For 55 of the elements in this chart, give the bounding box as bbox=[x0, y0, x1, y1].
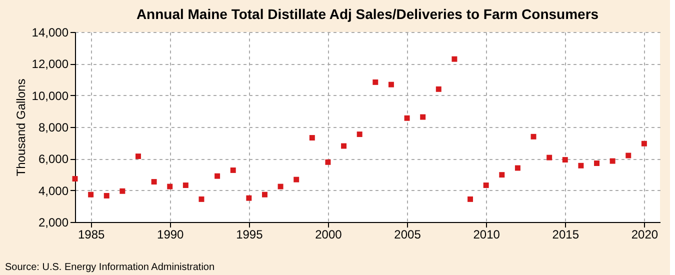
y-axis-title: Thousand Gallons bbox=[14, 78, 28, 176]
point bbox=[514, 165, 520, 171]
point bbox=[499, 172, 505, 178]
y-tick-label: 4,000 bbox=[38, 184, 69, 198]
x-tick-label: 2005 bbox=[394, 228, 422, 242]
source-note: Source: U.S. Energy Information Administration bbox=[5, 262, 215, 273]
point bbox=[230, 167, 236, 173]
point bbox=[151, 179, 157, 185]
chart-title: Annual Maine Total Distillate Adj Sales/Deliveries to Farm Consumers bbox=[136, 6, 599, 22]
point bbox=[104, 192, 110, 198]
point bbox=[356, 132, 362, 138]
point bbox=[262, 192, 268, 198]
y-tick-label: 6,000 bbox=[38, 152, 69, 166]
x-tick-label: 2010 bbox=[473, 228, 500, 242]
point bbox=[483, 182, 489, 188]
point bbox=[468, 196, 474, 202]
point bbox=[278, 184, 284, 190]
point bbox=[372, 79, 378, 85]
point bbox=[214, 173, 220, 179]
point bbox=[452, 56, 458, 62]
y-tick-label: 10,000 bbox=[32, 88, 69, 103]
y-tick-label: 12,000 bbox=[32, 57, 69, 72]
point bbox=[167, 184, 173, 190]
point bbox=[530, 134, 536, 140]
x-tick-label: 1995 bbox=[236, 228, 264, 242]
x-tick-label: 2015 bbox=[552, 228, 580, 242]
point bbox=[325, 159, 331, 165]
point bbox=[404, 115, 410, 121]
point bbox=[420, 114, 426, 120]
point bbox=[562, 157, 568, 163]
point bbox=[72, 176, 78, 182]
point bbox=[198, 196, 204, 202]
point bbox=[388, 82, 394, 88]
point bbox=[546, 154, 552, 160]
point bbox=[246, 195, 252, 201]
point bbox=[341, 143, 347, 149]
point bbox=[626, 152, 632, 158]
x-tick-label: 2000 bbox=[315, 228, 342, 242]
point bbox=[136, 154, 141, 160]
point bbox=[294, 176, 300, 182]
x-tick-label: 1985 bbox=[78, 228, 105, 242]
point bbox=[641, 140, 647, 146]
point bbox=[182, 182, 188, 188]
x-tick-label: 2020 bbox=[631, 228, 658, 242]
point bbox=[120, 188, 126, 194]
point bbox=[578, 162, 584, 168]
point bbox=[594, 160, 600, 166]
point bbox=[610, 158, 616, 164]
point bbox=[436, 86, 442, 92]
y-tick-label: 8,000 bbox=[38, 120, 69, 134]
y-tick-label: 14,000 bbox=[32, 26, 69, 40]
x-tick-label: 1990 bbox=[157, 228, 184, 242]
y-tick-label: 2,000 bbox=[38, 216, 69, 230]
point bbox=[309, 135, 315, 141]
point bbox=[88, 192, 94, 198]
